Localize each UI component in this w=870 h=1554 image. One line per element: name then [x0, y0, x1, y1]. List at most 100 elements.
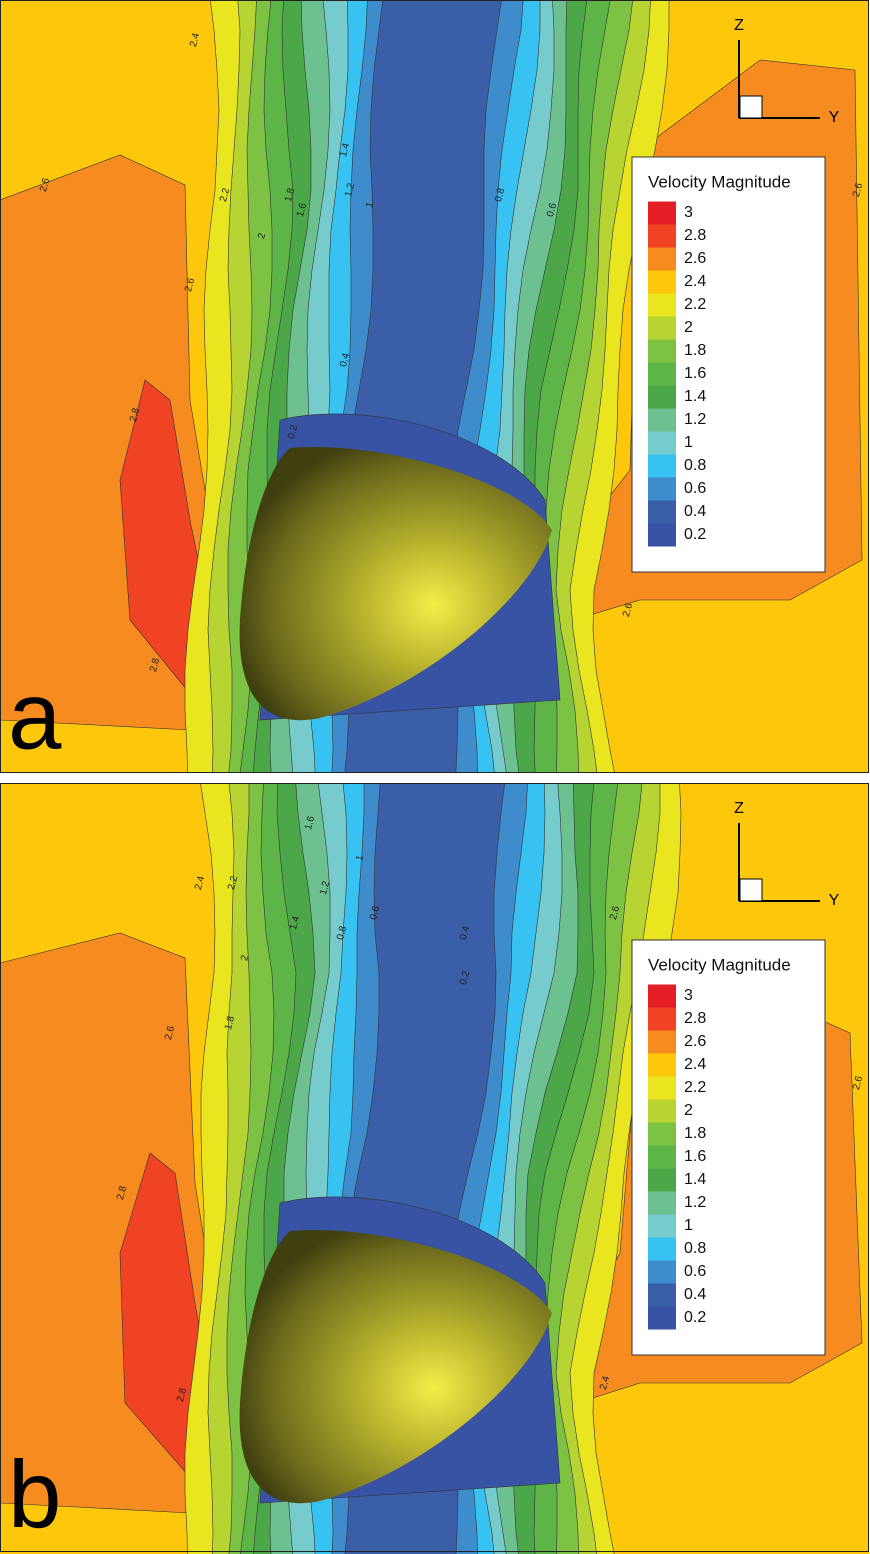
legend-swatch — [648, 431, 676, 455]
contour-label: 2.2 — [218, 186, 232, 203]
legend-label: 1.4 — [684, 388, 706, 405]
contour-label: 0.6 — [545, 201, 559, 218]
legend-swatch — [648, 385, 676, 409]
legend-swatch — [648, 454, 676, 478]
contour-label: 2.6 — [38, 176, 52, 193]
legend-swatch — [648, 362, 676, 386]
legend-label: 1.6 — [684, 1148, 706, 1165]
legend-title: Velocity Magnitude — [648, 955, 791, 974]
legend-label: 0.8 — [684, 457, 706, 474]
legend-label: 2.8 — [684, 227, 706, 244]
legend-swatch — [648, 247, 676, 271]
legend-label: 0.6 — [684, 480, 706, 497]
contour-field: 2.4 2.2 2 1.8 1.6 1.4 1.2 1 0.8 0.6 0.4 0.2 2.6 2.8 2.… — [0, 783, 869, 1554]
legend-swatch — [648, 1283, 676, 1307]
legend-swatch — [648, 1145, 676, 1169]
legend-label: 2 — [684, 319, 693, 336]
contour-label: 2.8 — [175, 1386, 189, 1403]
legend-label: 2.8 — [684, 1010, 706, 1027]
contour-label: 1.4 — [288, 914, 302, 931]
legend-label: 1.8 — [684, 342, 706, 359]
legend-swatch — [648, 1053, 676, 1077]
legend-swatch — [648, 224, 676, 248]
legend-swatch — [648, 339, 676, 363]
legend-label: 2.6 — [684, 1033, 706, 1050]
contour-label: 0.2 — [458, 969, 472, 986]
legend-label: 2.6 — [684, 250, 706, 267]
contour-label: 0.8 — [493, 186, 507, 203]
legend-swatch — [648, 1007, 676, 1031]
contour-label: 2 — [256, 232, 268, 241]
legend-label: 1 — [684, 1217, 693, 1234]
legend-label: 0.4 — [684, 503, 706, 520]
panel-border — [0, 783, 869, 1552]
contour-panel: 2.4 2.2 2 1.8 1.6 1.4 1.2 1 0.8 0.6 0.4 0.2 2.6 2.8 2.… — [0, 783, 869, 1554]
contour-field: 2.42.62.82.62.221.81.61.41.210.80.60.40.… — [0, 0, 869, 772]
legend-label: 1 — [684, 434, 693, 451]
body — [239, 446, 552, 721]
legend-swatch — [648, 1214, 676, 1238]
legend-label: 2.4 — [684, 1056, 706, 1073]
panel-letter: b — [8, 1441, 61, 1548]
contour-label: 1.8 — [223, 1014, 237, 1031]
contour-label: 1.2 — [318, 879, 332, 896]
contour-label: 1 — [364, 201, 376, 210]
contour-label: 1.2 — [343, 181, 357, 198]
legend-label: 2.2 — [684, 296, 706, 313]
legend-swatch — [648, 500, 676, 524]
contour-label: 0.4 — [458, 924, 472, 941]
axis-box — [739, 95, 763, 119]
contour-label: 2.2 — [226, 874, 240, 891]
contour-panel: 2.42.62.82.62.221.81.61.41.210.80.60.40.… — [0, 0, 869, 773]
axis-label-y: Y — [829, 892, 840, 909]
legend-swatch — [648, 1306, 676, 1330]
legend-label: 2.4 — [684, 273, 706, 290]
legend-label: 2.2 — [684, 1079, 706, 1096]
contour-label: 2.6 — [851, 1074, 865, 1091]
contour-label: 2.8 — [148, 656, 162, 673]
contour-label: 1.8 — [283, 186, 297, 203]
panel-letter: a — [8, 662, 62, 769]
legend-label: 2 — [684, 1102, 693, 1119]
legend-label: 1.6 — [684, 365, 706, 382]
contour-label: 0.6 — [368, 904, 382, 921]
legend-swatch — [648, 1191, 676, 1215]
legend-label: 0.6 — [684, 1263, 706, 1280]
legend-label: 1.2 — [684, 1194, 706, 1211]
contour-label: 2.6 — [163, 1024, 177, 1041]
legend-swatch — [648, 270, 676, 294]
legend-label: 1.8 — [684, 1125, 706, 1142]
contour-label: 2.8 — [115, 1184, 129, 1201]
contour-label: 2.4 — [193, 874, 207, 891]
contour-label: 0.2 — [286, 423, 300, 440]
contour-label: 0.4 — [338, 351, 352, 368]
legend-swatch — [648, 1260, 676, 1284]
axis-label-y: Y — [829, 109, 840, 126]
contour-label: 1.6 — [295, 201, 309, 218]
body — [239, 1229, 552, 1504]
legend-swatch — [648, 1237, 676, 1261]
contour-label: 2 — [239, 954, 251, 963]
legend-label: 3 — [684, 987, 693, 1004]
legend-swatch — [648, 1168, 676, 1192]
contour-label: 1.4 — [338, 141, 352, 158]
legend-swatch — [648, 316, 676, 340]
legend-label: 0.4 — [684, 1286, 706, 1303]
contour-label: 2.6 — [621, 601, 635, 618]
contour-label: 1.6 — [303, 814, 317, 831]
contour-label: 2.4 — [598, 1374, 612, 1391]
contour-label: 2.6 — [608, 904, 622, 921]
legend-swatch — [648, 1030, 676, 1054]
legend-swatch — [648, 984, 676, 1008]
legend-label: 1.2 — [684, 411, 706, 428]
legend-swatch — [648, 1076, 676, 1100]
legend-swatch — [648, 477, 676, 501]
contour-label: 2.6 — [183, 276, 197, 293]
legend-label: 3 — [684, 204, 693, 221]
legend-label: 0.8 — [684, 1240, 706, 1257]
axis-box — [739, 878, 763, 902]
legend-swatch — [648, 293, 676, 317]
panel-border — [0, 0, 869, 773]
contour-label: 0.8 — [335, 924, 349, 941]
